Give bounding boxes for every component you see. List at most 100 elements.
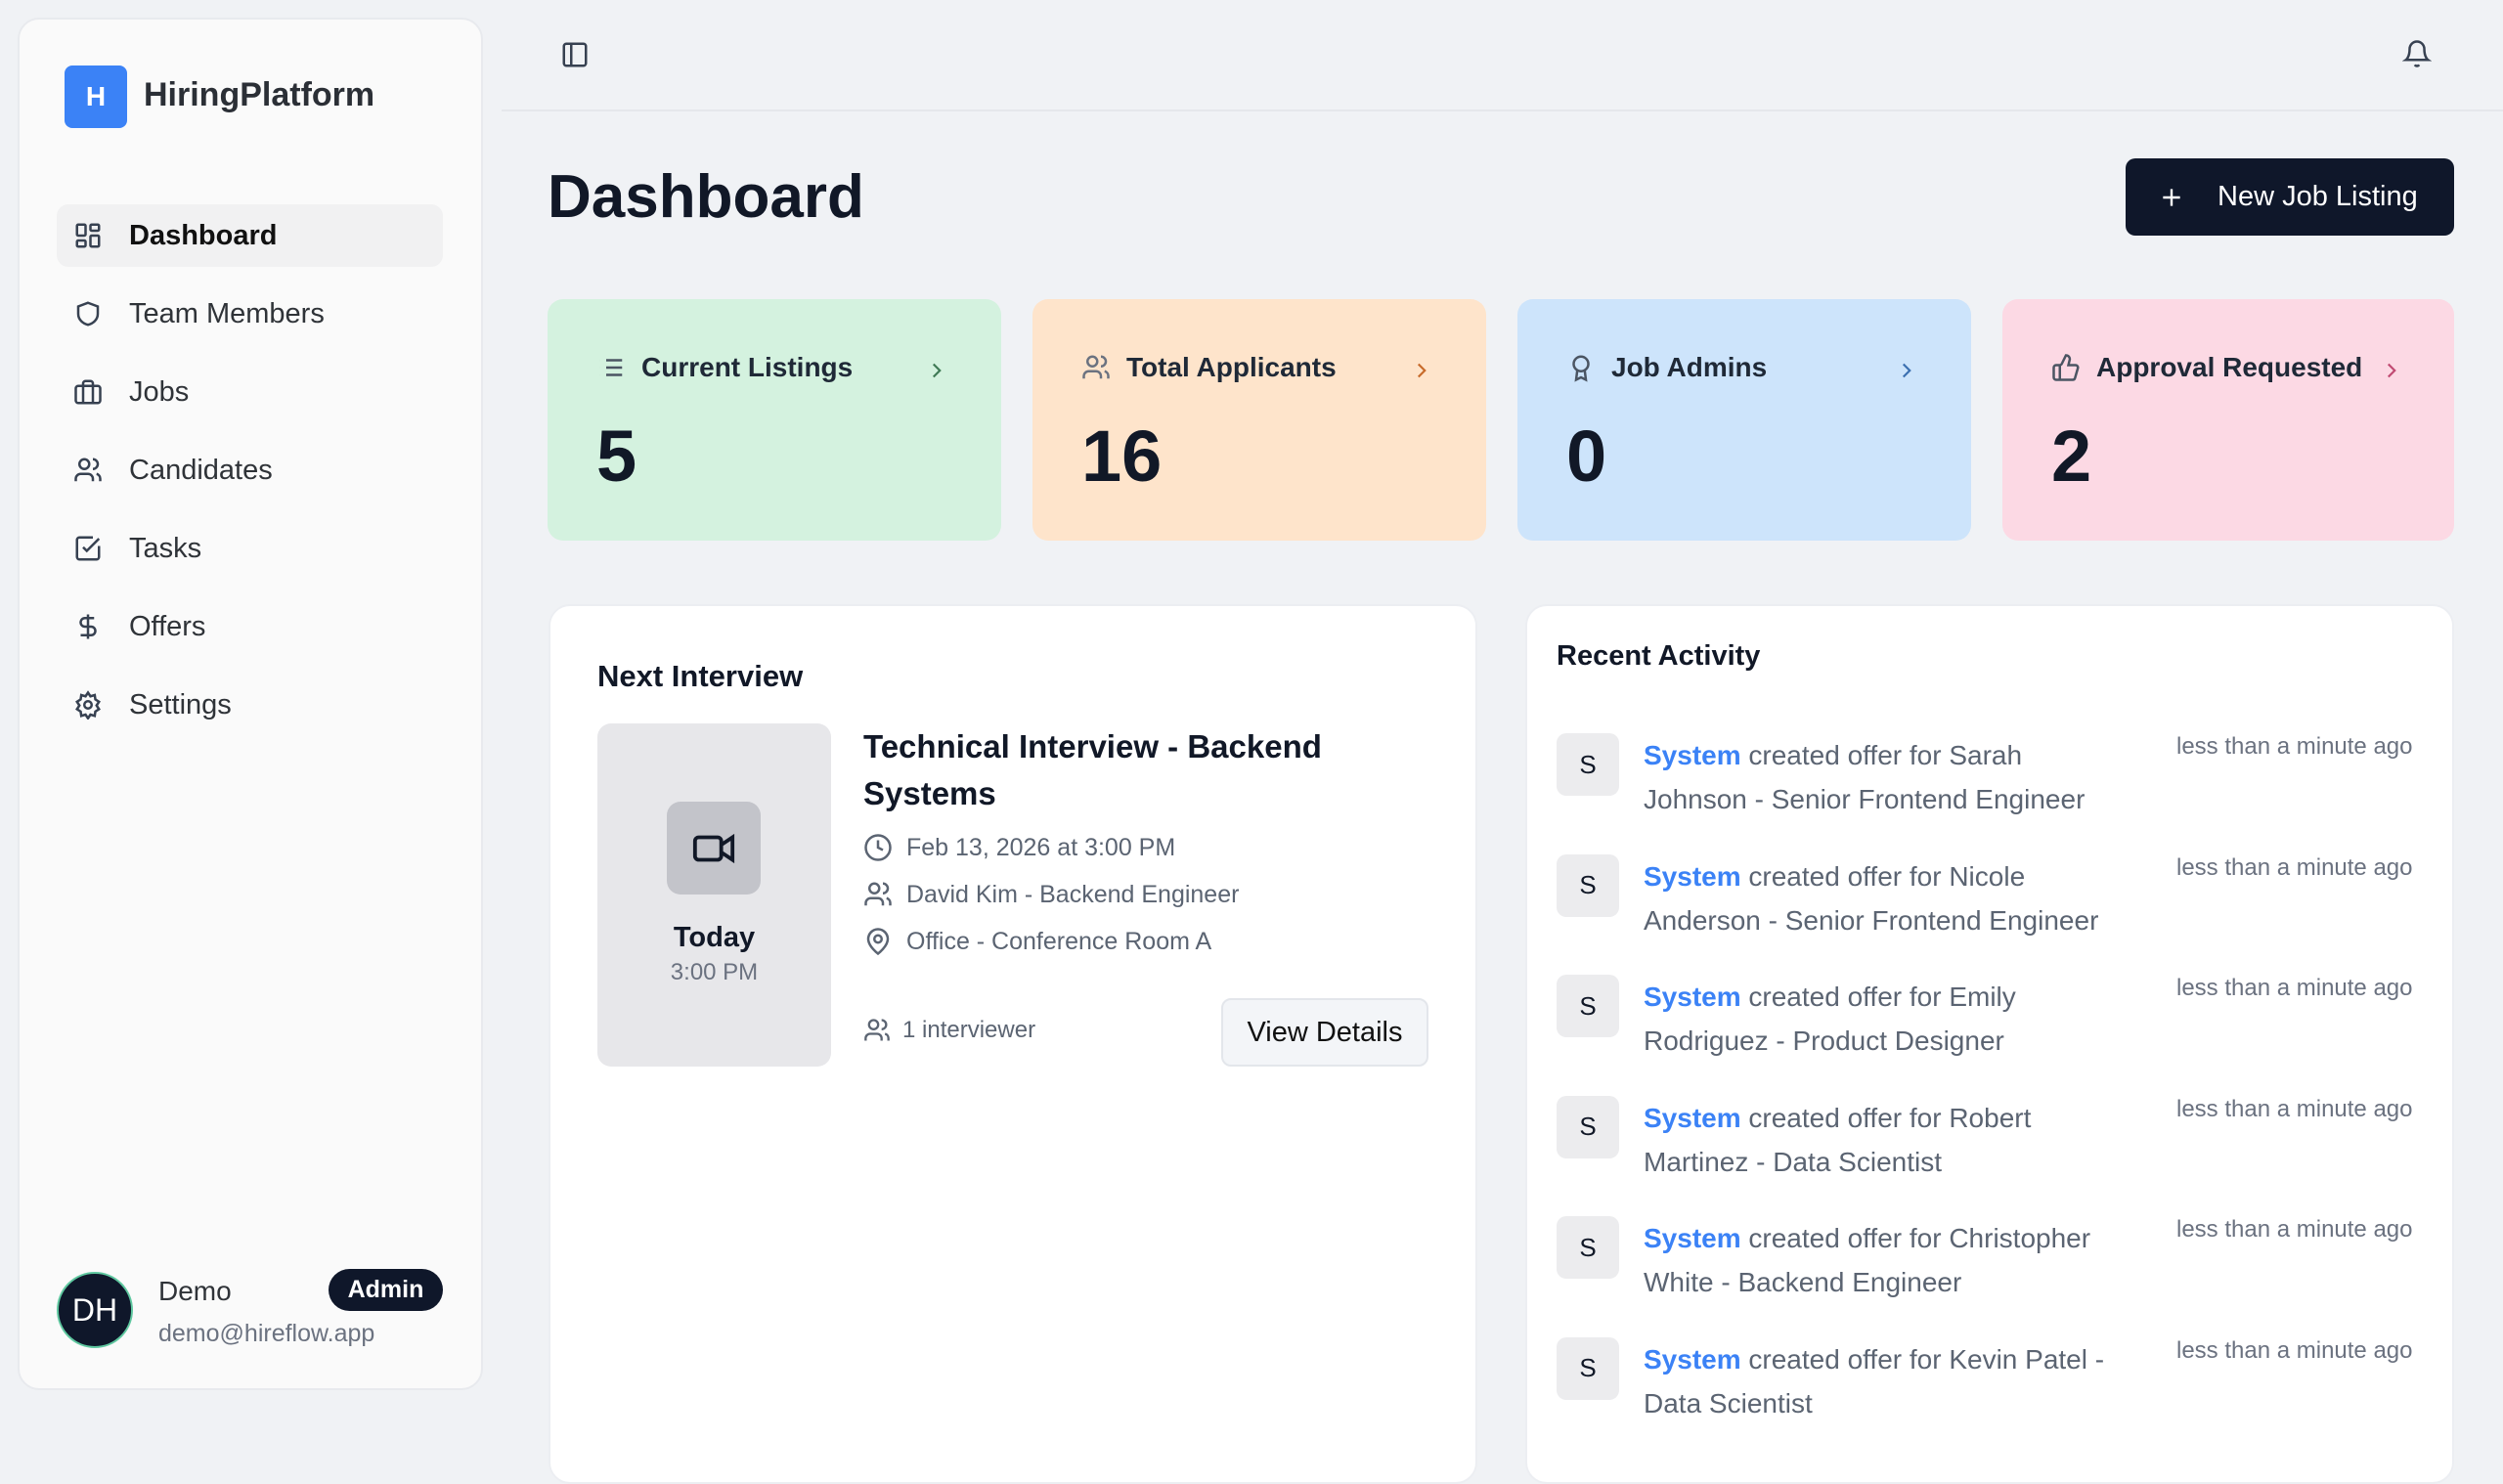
activity-description: created offer for Kevin Patel - Data Sci… [1644, 1343, 2105, 1419]
activity-text: System created offer for Robert Martinez… [1644, 1096, 2132, 1184]
map-pin-icon [866, 928, 890, 956]
stat-label: Current Listings [641, 352, 854, 382]
activity-actor[interactable]: System [1644, 740, 1741, 770]
activity-item: S System created offer for Robert Martin… [1557, 1095, 2437, 1194]
briefcase-icon [74, 379, 102, 405]
brand-name: HiringPlatform [144, 76, 375, 113]
activity-actor[interactable]: System [1644, 860, 1741, 892]
stat-card-total-applicants[interactable]: Total Applicants 16 [1032, 299, 1486, 541]
gear-icon [75, 690, 101, 720]
interview-title: Technical Interview - Backend Systems [863, 728, 1322, 811]
plus-icon [2163, 188, 2180, 206]
activity-description: created offer for Emily Rodriguez - Prod… [1644, 982, 2016, 1056]
activity-text: System created offer for Kevin Patel - D… [1644, 1337, 2132, 1425]
list-icon [599, 359, 623, 376]
interview-datetime-row: Feb 13, 2026 at 3:00 PM [863, 833, 1175, 862]
user-email: demo@hireflow.app [158, 1320, 375, 1347]
avatar[interactable]: DH [57, 1272, 133, 1348]
user-name: Demo [158, 1276, 232, 1306]
activity-avatar: S [1557, 1336, 1619, 1400]
dollar-icon [79, 614, 97, 639]
interview-location-row: Office - Conference Room A [863, 927, 1211, 956]
activity-actor[interactable]: System [1644, 1343, 1741, 1375]
stat-value: 5 [596, 415, 637, 497]
users-icon [74, 458, 102, 482]
activity-item: S System created offer for Nicole Anders… [1557, 853, 2437, 952]
sidebar-item-team-members[interactable]: Team Members [57, 283, 443, 345]
thumbs-up-icon [2052, 354, 2080, 381]
bell-icon[interactable] [2402, 39, 2432, 68]
activity-avatar: S [1557, 975, 1619, 1037]
video-icon [692, 833, 735, 863]
chevron-right-icon [932, 363, 942, 378]
stat-value: 0 [1566, 415, 1607, 497]
activity-actor[interactable]: System [1644, 1223, 1741, 1253]
activity-text: System created offer for Sarah Johnson -… [1644, 733, 2132, 821]
activity-time: less than a minute ago [2176, 853, 2413, 881]
view-details-button[interactable]: View Details [1221, 998, 1428, 1067]
activity-avatar: S [1557, 1095, 1619, 1158]
page-title: Dashboard [548, 163, 864, 231]
square-check-icon [75, 536, 101, 561]
stat-card-job-admins[interactable]: Job Admins 0 [1517, 299, 1971, 541]
sidebar-item-offers[interactable]: Offers [57, 595, 443, 658]
interview-date-box [597, 723, 831, 1067]
interview-candidate: David Kim - Backend Engineer [906, 880, 1240, 908]
sidebar-item-label: Tasks [129, 532, 202, 564]
shield-icon [76, 301, 100, 327]
activity-actor[interactable]: System [1644, 1102, 1741, 1133]
activity-text: System created offer for Christopher Whi… [1644, 1216, 2132, 1304]
sidebar-toggle-icon[interactable] [560, 40, 590, 69]
clock-icon [864, 834, 892, 861]
interview-candidate-row: David Kim - Backend Engineer [863, 880, 1239, 909]
sidebar-item-label: Team Members [129, 297, 325, 329]
sidebar-item-dashboard[interactable]: Dashboard [57, 204, 443, 267]
interview-datetime: Feb 13, 2026 at 3:00 PM [906, 833, 1176, 861]
chevron-right-icon [1417, 363, 1427, 378]
sidebar-item-settings[interactable]: Settings [57, 674, 443, 736]
stat-label: Job Admins [1611, 352, 1768, 382]
stat-value: 16 [1081, 415, 1163, 497]
activity-actor[interactable]: System [1644, 982, 1741, 1012]
activity-time: less than a minute ago [2176, 1336, 2413, 1364]
users-icon [864, 1019, 890, 1041]
award-icon [1572, 355, 1590, 382]
interview-time: 3:00 PM [670, 959, 759, 985]
interviewer-count: 1 interviewer [902, 1017, 1036, 1043]
sidebar-item-label: Settings [129, 688, 232, 720]
sidebar-item-label: Jobs [129, 375, 190, 408]
sidebar-item-label: Offers [129, 610, 206, 642]
interview-location: Office - Conference Room A [906, 927, 1212, 955]
activity-item: S System created offer for Kevin Patel -… [1557, 1336, 2437, 1435]
activity-text: System created offer for Nicole Anderson… [1644, 854, 2132, 942]
interviewers-row: 1 interviewer [863, 1017, 1035, 1044]
new-job-listing-label: New Job Listing [2218, 181, 2418, 212]
activity-text: System created offer for Emily Rodriguez… [1644, 975, 2132, 1063]
activity-description: created offer for Christopher White - Ba… [1644, 1223, 2091, 1297]
activity-description: created offer for Robert Martinez - Data… [1644, 1102, 2032, 1177]
stat-label: Approval Requested [2096, 352, 2363, 382]
activity-item: S System created offer for Emily Rodrigu… [1557, 975, 2437, 1072]
activity-time: less than a minute ago [2176, 733, 2413, 760]
activity-description: created offer for Nicole Anderson - Seni… [1644, 860, 2099, 936]
recent-activity-heading: Recent Activity [1557, 640, 1761, 672]
sidebar-item-tasks[interactable]: Tasks [57, 517, 443, 580]
new-job-listing-button[interactable]: New Job Listing [2126, 158, 2454, 236]
sidebar-item-jobs[interactable]: Jobs [57, 361, 443, 423]
logo: H [65, 65, 127, 128]
layout-dashboard-icon [75, 223, 101, 248]
interview-day: Today [673, 922, 756, 953]
next-interview-heading: Next Interview [597, 659, 804, 693]
chevron-right-icon [2387, 363, 2396, 378]
stat-card-approval-requested[interactable]: Approval Requested 2 [2002, 299, 2454, 541]
activity-time: less than a minute ago [2176, 1095, 2413, 1122]
sidebar-item-label: Candidates [129, 454, 273, 486]
sidebar-item-candidates[interactable]: Candidates [57, 439, 443, 502]
stat-card-current-listings[interactable]: Current Listings 5 [548, 299, 1001, 541]
activity-avatar: S [1557, 853, 1619, 917]
stat-label: Total Applicants [1126, 352, 1337, 382]
activity-item: S System created offer for Christopher W… [1557, 1216, 2437, 1314]
sidebar-item-label: Dashboard [129, 219, 278, 251]
role-badge: Admin [329, 1269, 443, 1311]
activity-time: less than a minute ago [2176, 975, 2413, 1001]
